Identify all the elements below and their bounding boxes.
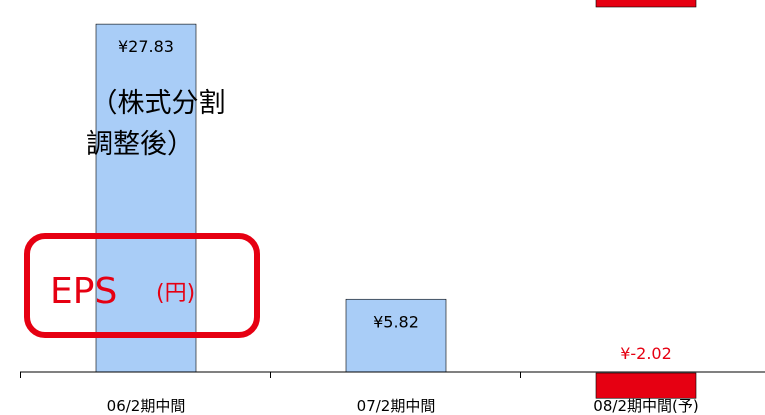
eps-badge-label: EPS <box>50 271 117 312</box>
clipped-bar-top <box>595 0 697 8</box>
split-note-line2: 調整後） <box>86 129 194 160</box>
eps-badge-border <box>24 233 260 338</box>
category-label-2: 07/2期中間 <box>357 397 436 415</box>
x-ticks-layer <box>20 372 521 378</box>
category-label-3: 08/2期中間(予) <box>593 397 698 415</box>
bar-1 <box>95 23 197 373</box>
eps-badge: EPS (円) <box>24 233 260 338</box>
bars-layer <box>95 0 697 399</box>
value-label-1: ¥27.83 <box>118 37 174 56</box>
value-label-3: ¥-2.02 <box>620 344 672 363</box>
eps-badge-unit: (円) <box>156 281 195 306</box>
bar-3 <box>595 372 697 399</box>
category-label-1: 06/2期中間 <box>107 397 186 415</box>
bar-2 <box>345 298 447 373</box>
split-note-line1: （株式分割 <box>91 88 226 119</box>
value-labels-layer: ¥27.83 ¥5.82 ¥-2.02 <box>118 37 672 363</box>
value-label-2: ¥5.82 <box>373 312 419 331</box>
category-labels-layer: 06/2期中間 07/2期中間 08/2期中間(予) <box>107 397 699 415</box>
